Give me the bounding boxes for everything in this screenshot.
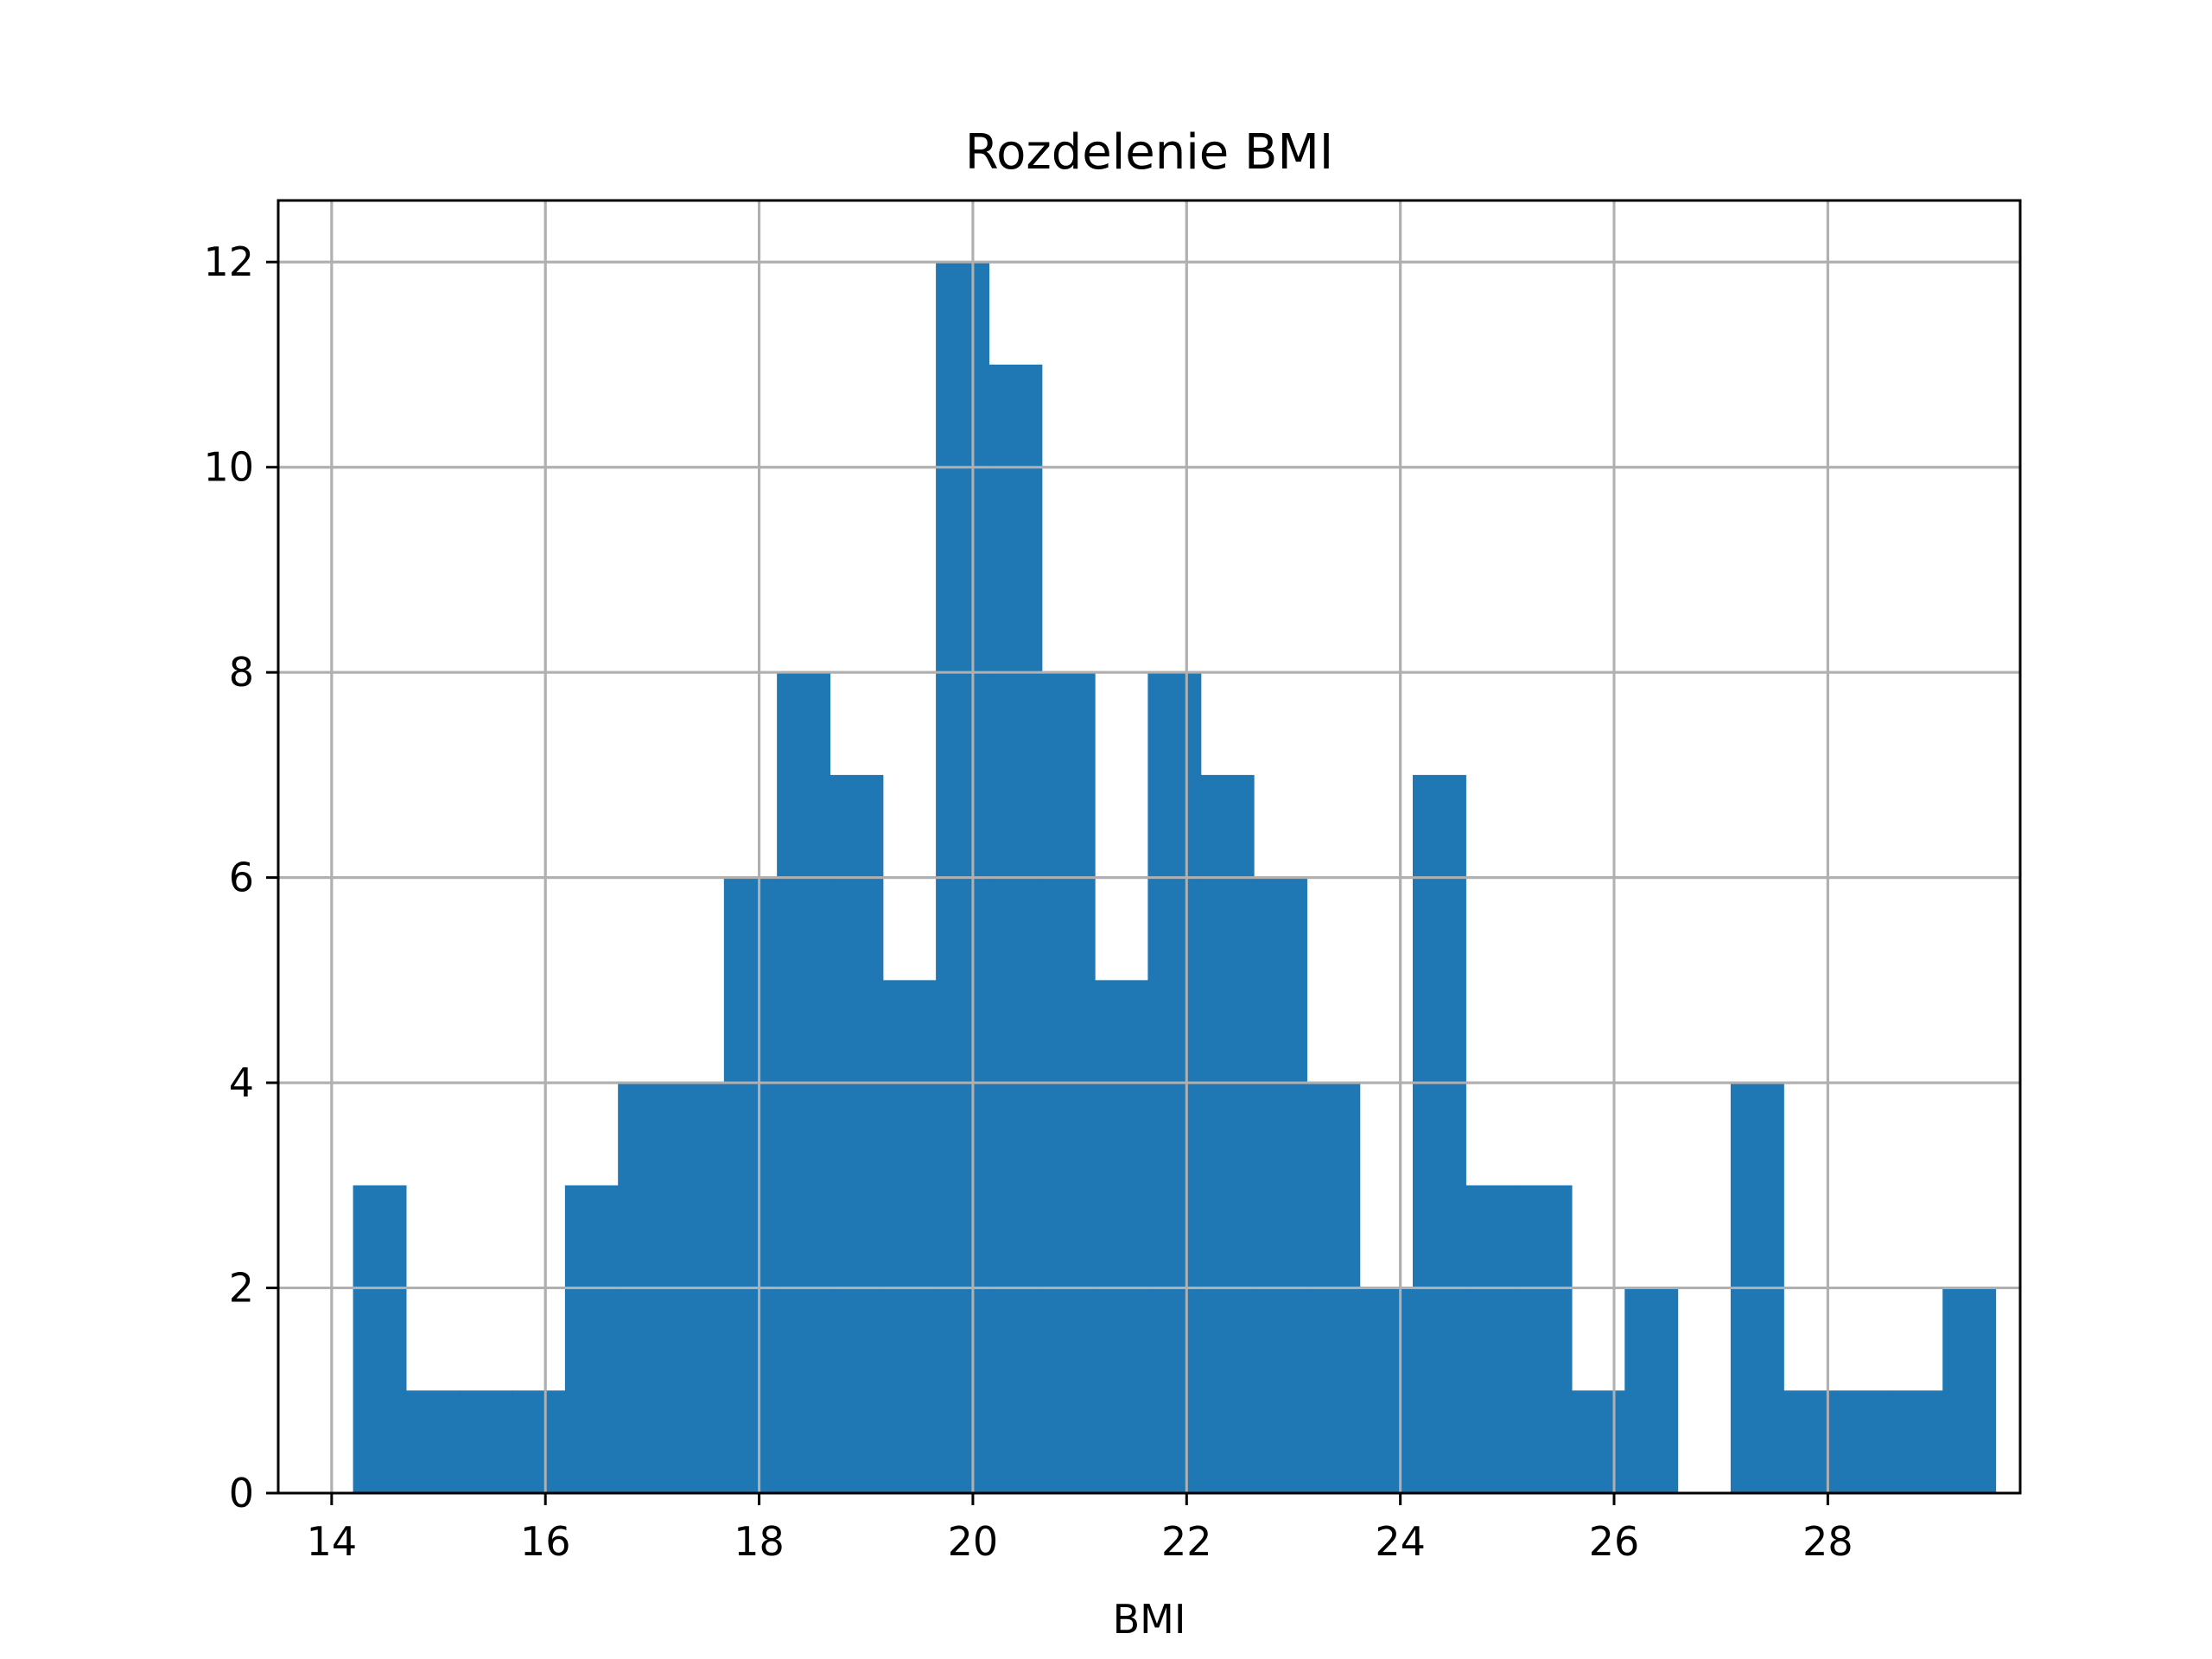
- x-tick-label: 14: [307, 1518, 358, 1565]
- x-tick-label: 28: [1802, 1518, 1853, 1565]
- histogram-bar: [564, 1185, 619, 1493]
- x-axis-label: BMI: [1113, 1596, 1186, 1643]
- y-tick-label: 6: [229, 855, 254, 901]
- histogram-bar: [1889, 1390, 1943, 1493]
- histogram-bar: [830, 774, 884, 1493]
- histogram-bar: [988, 364, 1043, 1493]
- histogram-bar: [1095, 980, 1148, 1493]
- y-tick-label: 0: [229, 1470, 254, 1516]
- histogram-bar: [1783, 1390, 1838, 1493]
- histogram-bar: [1254, 877, 1307, 1493]
- histogram-bar: [1836, 1390, 1891, 1493]
- chart-title: Rozdelenie BMI: [965, 124, 1334, 181]
- y-tick-label: 8: [229, 649, 254, 696]
- histogram-bar: [405, 1390, 460, 1493]
- histogram-bar: [1359, 1287, 1414, 1493]
- axes-frame: [276, 199, 2022, 1495]
- histogram-bars: [353, 262, 1997, 1494]
- histogram-bar: [459, 1390, 513, 1493]
- histogram-bar: [1200, 774, 1255, 1493]
- x-tick-label: 26: [1589, 1518, 1640, 1565]
- histogram-bar: [1942, 1287, 1997, 1493]
- y-tick-label: 2: [229, 1265, 254, 1312]
- y-axis-ticks: 0 2 4 6 8 10 12: [203, 238, 278, 1516]
- y-tick-label: 12: [203, 238, 254, 285]
- histogram-bar: [353, 1185, 407, 1493]
- histogram-bar: [1518, 1185, 1573, 1493]
- y-tick-label: 10: [203, 444, 254, 491]
- x-tick-label: 16: [520, 1518, 571, 1565]
- histogram-bar: [723, 877, 778, 1493]
- axes-spines: [276, 199, 2022, 1495]
- x-tick-label: 18: [734, 1518, 785, 1565]
- x-axis-ticks: 14 16 18 20 22 24 26 28: [307, 1493, 1853, 1565]
- x-tick-label: 22: [1161, 1518, 1212, 1565]
- histogram-bar: [1412, 774, 1466, 1493]
- histogram-bar: [512, 1390, 566, 1493]
- x-tick-label: 20: [948, 1518, 999, 1565]
- histogram-bar: [1624, 1287, 1679, 1493]
- x-tick-label: 24: [1375, 1518, 1426, 1565]
- histogram-bar: [1571, 1390, 1625, 1493]
- histogram-bar: [882, 980, 937, 1493]
- histogram-bar: [1465, 1185, 1520, 1493]
- y-tick-label: 4: [229, 1059, 254, 1106]
